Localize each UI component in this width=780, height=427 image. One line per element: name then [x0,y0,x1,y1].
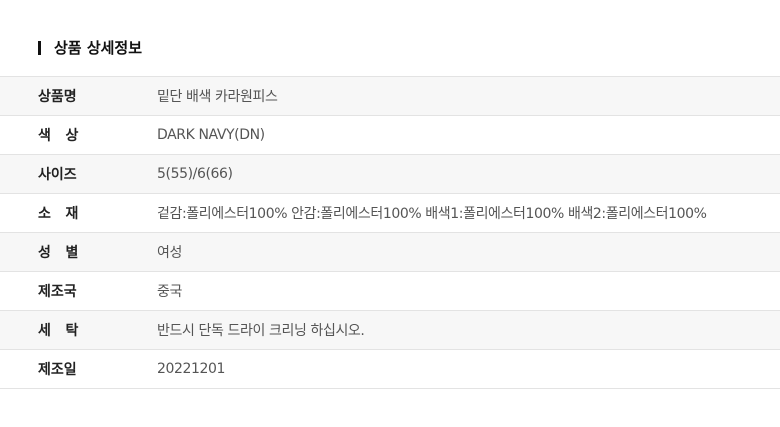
section-title: 상품 상세정보 [38,37,142,58]
row-label: 상품명 [38,89,77,105]
section-title-text: 상품 상세정보 [54,39,143,57]
table-row: 상품명 밑단 배색 카라원피스 [0,76,780,116]
table-row: 제조국 중국 [0,271,780,311]
table-row: 사이즈 5(55)/6(66) [0,154,780,194]
row-label: 제조일 [38,362,77,378]
table-row: 세 탁 반드시 단독 드라이 크리닝 하십시오. [0,310,780,350]
row-label: 사이즈 [38,167,77,183]
title-bar-marker [38,40,41,55]
row-label: 소 재 [38,206,79,222]
row-value: 5(55)/6(66) [157,166,233,182]
row-label: 색 상 [38,128,79,144]
row-value: 여성 [157,245,182,261]
table-row: 제조일 20221201 [0,349,780,389]
row-value: 밑단 배색 카라원피스 [157,89,278,105]
row-value: 겉감:폴리에스터100% 안감:폴리에스터100% 배색1:폴리에스터100% … [157,206,707,222]
table-row: 성 별 여성 [0,232,780,272]
row-label: 세 탁 [38,323,79,339]
row-value: 중국 [157,284,182,300]
row-value: 반드시 단독 드라이 크리닝 하십시오. [157,323,365,339]
row-label: 제조국 [38,284,77,300]
row-value: 20221201 [157,361,226,377]
row-value: DARK NAVY(DN) [157,127,265,143]
row-label: 성 별 [38,245,79,261]
table-row: 소 재 겉감:폴리에스터100% 안감:폴리에스터100% 배색1:폴리에스터10… [0,193,780,233]
table-row: 색 상 DARK NAVY(DN) [0,115,780,155]
